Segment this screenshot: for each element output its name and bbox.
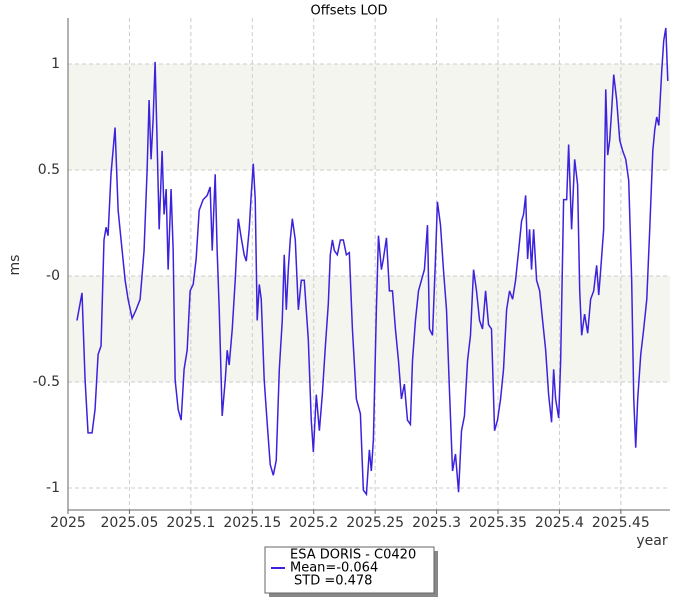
- y-tick-label: -0.5: [33, 374, 60, 390]
- legend-mean: Mean=-0.064: [290, 561, 378, 576]
- y-tick-label: 1: [51, 56, 60, 72]
- series-line: [76, 27, 669, 497]
- plot-area: -1 -0.5 -0 0.5 1 2025 2025.05 2025.1 2025.15 2025…: [33, 18, 670, 531]
- y-tick-label: -1: [46, 480, 60, 496]
- band: [68, 275, 670, 382]
- legend-label: ESA DORIS - C0420: [290, 548, 416, 563]
- band: [68, 63, 670, 170]
- y-tick-label: 0.5: [38, 162, 60, 178]
- y-tick-label: -0: [46, 268, 60, 284]
- x-tick-label: 2025.3: [412, 515, 461, 531]
- x-tick-label: 2025.4: [535, 515, 584, 531]
- x-tick-label: 2025.2: [289, 515, 338, 531]
- x-tick-label: 2025.05: [100, 515, 158, 531]
- x-tick-label: 2025.1: [166, 515, 215, 531]
- y-axis-label: ms: [7, 255, 23, 276]
- legend-std: STD =0.478: [294, 574, 372, 589]
- x-tick-label: 2025.15: [223, 515, 281, 531]
- x-tick-label: 2025: [50, 515, 86, 531]
- chart-title: Offsets LOD: [311, 4, 388, 19]
- x-axis-label: year: [636, 533, 667, 549]
- x-tick-label: 2025.35: [469, 515, 527, 531]
- x-tick-label: 2025.45: [592, 515, 650, 531]
- x-tick-label: 2025.25: [346, 515, 404, 531]
- legend: ESA DORIS - C0420 Mean=-0.064 STD =0.478: [264, 546, 438, 597]
- legend-box: [264, 546, 435, 594]
